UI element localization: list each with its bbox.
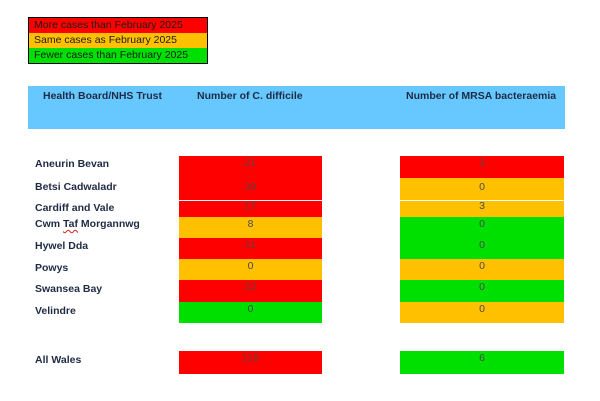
mrsa-cell-powys: 0 [400, 259, 564, 280]
row-label-text: Cwm Taf Morgannwg [35, 218, 140, 230]
cdiff-cell-swansea-bay: 22 [179, 280, 322, 302]
cdiff-cell-aneurin-bevan: 21 [179, 156, 322, 178]
cdiff-cell-velindre: 0 [179, 302, 322, 323]
mrsa-cell-betsi-cadwaladr: 0 [400, 178, 564, 200]
row-label-betsi-cadwaladr: Betsi Cadwaladr [35, 181, 117, 193]
legend-more: More cases than February 2025 [29, 18, 207, 33]
header-c-difficile: Number of C. difficile [197, 90, 303, 102]
cdiff-cell-betsi-cadwaladr: 39 [179, 178, 322, 200]
legend: More cases than February 2025 Same cases… [28, 17, 208, 64]
row-label-cardiff-and-vale: Cardiff and Vale [35, 202, 115, 214]
row-label-aneurin-bevan: Aneurin Bevan [35, 158, 110, 170]
spellcheck-underline: Taf [63, 218, 78, 230]
mrsa-cell-swansea-bay: 0 [400, 280, 564, 302]
table-header-band [28, 86, 565, 129]
cdiff-cell-all-wales: 118 [179, 351, 322, 374]
mrsa-cell-hywel-dda: 0 [400, 238, 564, 259]
mrsa-cell-velindre: 0 [400, 302, 564, 323]
legend-same: Same cases as February 2025 [29, 33, 207, 48]
cdiff-cell-cwm-taf-morgannwg: 8 [179, 217, 322, 238]
header-mrsa: Number of MRSA bacteraemia [406, 90, 557, 102]
row-label-cwm-taf-morgannwg: Cwm Taf Morgannwg [35, 218, 140, 230]
mrsa-cell-cwm-taf-morgannwg: 0 [400, 217, 564, 238]
row-label-swansea-bay: Swansea Bay [35, 283, 103, 295]
row-label-hywel-dda: Hywel Dda [35, 240, 89, 252]
cdiff-cell-powys: 0 [179, 259, 322, 280]
row-label-velindre: Velindre [35, 305, 76, 317]
header-health-board: Health Board/NHS Trust [43, 90, 163, 102]
row-label-powys: Powys [35, 262, 69, 274]
row-label-all-wales: All Wales [35, 354, 82, 366]
mrsa-cell-cardiff-and-vale: 3 [400, 201, 564, 217]
cdiff-cell-hywel-dda: 11 [179, 238, 322, 259]
legend-fewer: Fewer cases than February 2025 [29, 48, 207, 63]
mrsa-cell-all-wales: 6 [400, 351, 564, 374]
mrsa-cell-aneurin-bevan: 3 [400, 156, 564, 178]
cdiff-cell-cardiff-and-vale: 17 [179, 201, 322, 217]
